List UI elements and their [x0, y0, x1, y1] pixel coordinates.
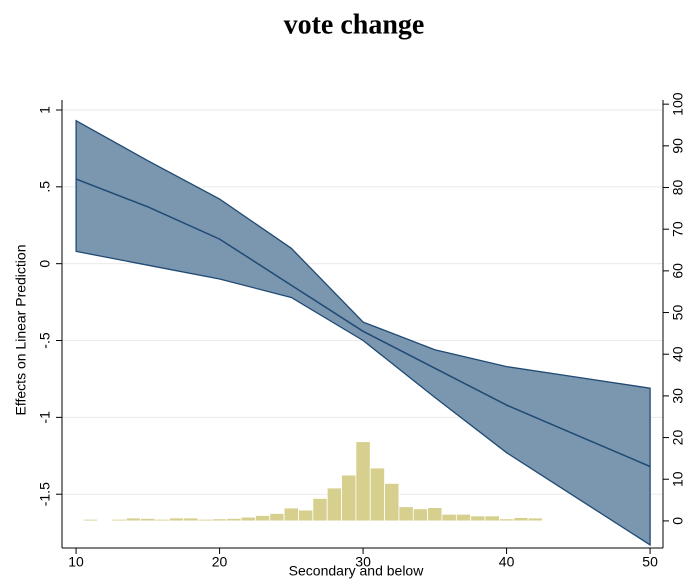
histogram-bar: [369, 467, 385, 522]
y-tick-label: -1.5: [37, 482, 53, 506]
histogram-bar: [197, 518, 213, 522]
y2-tick-label: 10: [670, 471, 686, 487]
y2-tick-label: 80: [670, 180, 686, 196]
histogram-bar: [240, 516, 256, 522]
x-tick-label: 40: [499, 554, 515, 570]
y2-tick-label: 50: [670, 305, 686, 321]
histogram-bar: [298, 509, 314, 522]
histogram-bar: [269, 513, 285, 522]
histogram-bar: [326, 487, 342, 522]
histogram-bar: [312, 498, 328, 522]
chart-title: vote change: [284, 9, 425, 40]
histogram-bar: [527, 517, 543, 522]
histogram-bar: [211, 518, 228, 522]
y2-tick-label: 100: [670, 92, 686, 116]
histogram-bar: [441, 513, 457, 522]
y2-tick-label: 70: [670, 221, 686, 237]
y-tick-label: .5: [37, 181, 53, 193]
x-tick-label: 30: [355, 554, 371, 570]
y2-tick-label: 60: [670, 263, 686, 279]
x-tick-label: 20: [212, 554, 228, 570]
y-tick-label: -.5: [37, 332, 53, 349]
x-axis-label: Secondary and below: [289, 563, 425, 579]
histogram-bar: [398, 506, 414, 522]
histogram-bar: [513, 517, 529, 522]
histogram-bar: [341, 474, 357, 522]
y2-tick-label: 30: [670, 388, 686, 404]
histogram-bar: [125, 517, 142, 522]
histogram-bar: [484, 515, 500, 522]
y2-tick-label: 20: [670, 430, 686, 446]
histogram-bar: [111, 518, 127, 522]
y-axis-label: Effects on Linear Prediction: [13, 245, 29, 416]
x-tick-label: 10: [68, 554, 84, 570]
histogram-bar: [183, 517, 199, 522]
histogram-bar: [499, 518, 515, 522]
histogram-bar: [470, 515, 486, 522]
histogram-bar: [154, 518, 170, 522]
y2-tick-label: 40: [670, 346, 686, 362]
histogram-bar: [427, 507, 443, 522]
histogram-bar: [140, 518, 156, 522]
histogram-bar: [82, 518, 98, 522]
y-tick-label: 0: [37, 260, 53, 268]
x-tick-label: 50: [642, 554, 658, 570]
histogram-bar: [412, 508, 429, 522]
y-tick-label: -1: [37, 411, 53, 424]
confidence-band: [75, 119, 651, 547]
histogram-bar: [455, 513, 472, 522]
histogram-bar: [355, 441, 371, 522]
histogram-bar: [168, 517, 185, 522]
y-tick-label: 1: [37, 106, 53, 114]
histogram-bar: [255, 515, 271, 522]
histogram-bar: [384, 483, 400, 522]
histogram-bar: [226, 518, 242, 522]
y2-tick-label: 0: [670, 517, 686, 525]
fit-line: [75, 178, 651, 468]
histogram-bar: [283, 507, 299, 522]
y2-tick-label: 90: [670, 138, 686, 154]
